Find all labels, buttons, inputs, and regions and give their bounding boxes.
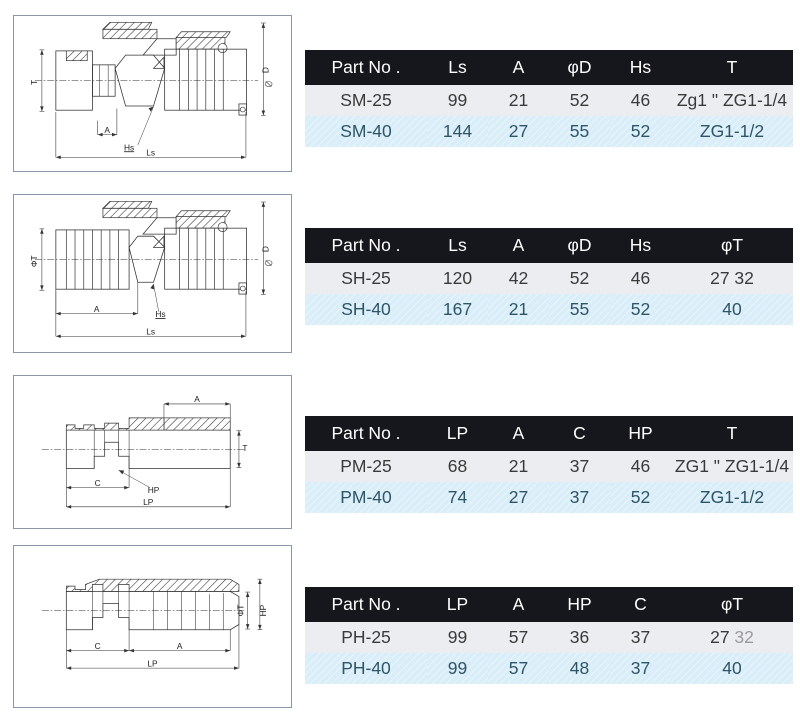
svg-text:LP: LP xyxy=(147,658,158,668)
svg-text:A: A xyxy=(94,304,100,314)
svg-text:D: D xyxy=(261,67,271,73)
svg-text:ΦT: ΦT xyxy=(235,605,245,617)
svg-text:Ls: Ls xyxy=(146,148,155,158)
svg-text:Ls: Ls xyxy=(146,327,155,337)
svg-text:T: T xyxy=(29,80,39,85)
svg-text:D: D xyxy=(261,246,271,252)
svg-text:HP: HP xyxy=(258,604,268,616)
svg-text:A: A xyxy=(194,394,200,404)
svg-text:HP: HP xyxy=(148,485,160,495)
svg-text:T: T xyxy=(242,443,247,453)
svg-text:ΦT: ΦT xyxy=(29,255,39,267)
svg-text:Hs: Hs xyxy=(155,309,165,319)
svg-text:C: C xyxy=(95,641,101,651)
svg-text:A: A xyxy=(104,125,110,135)
svg-text:LP: LP xyxy=(143,497,154,507)
svg-text:Hs: Hs xyxy=(124,142,134,152)
svg-text:A: A xyxy=(177,641,183,651)
svg-text:C: C xyxy=(95,478,101,488)
